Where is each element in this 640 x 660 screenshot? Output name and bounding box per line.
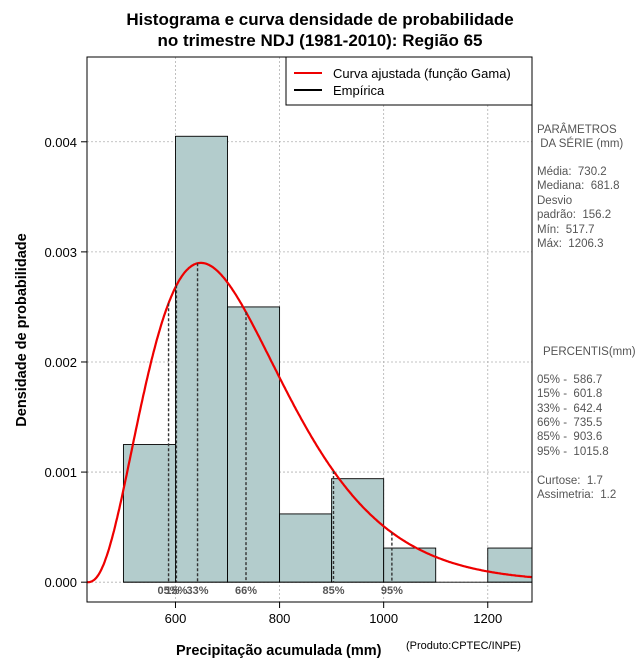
percentile-label: 15% (165, 585, 187, 597)
x-tick-label: 800 (269, 611, 291, 626)
y-axis-label: Densidade de probabilidade (14, 233, 30, 426)
x-tick-label: 600 (165, 611, 187, 626)
credit-text: (Produto:CPTEC/INPE) (406, 640, 521, 652)
x-axis-label: Precipitação acumulada (mm) (176, 643, 382, 659)
percentil-95: 95% - 1015.8 (537, 446, 609, 458)
percentile-label: 66% (235, 585, 257, 597)
percentil-33: 33% - 642.4 (537, 403, 603, 415)
y-tick-label: 0.001 (44, 465, 77, 480)
stats-header2: DA SÉRIE (mm) (537, 138, 624, 150)
stats-media: Média: 730.2 (537, 166, 607, 178)
histogram-bar (122, 444, 176, 583)
percentile-label: 33% (187, 585, 209, 597)
assimetria: Assimetria: 1.2 (537, 489, 617, 501)
histogram-bar (227, 306, 281, 583)
fitted-gamma-curve (87, 261, 532, 584)
percentil-66: 66% - 735.5 (537, 417, 603, 429)
chart-title-line2: no trimestre NDJ (1981-2010): Região 65 (157, 31, 483, 50)
percentile-label: 95% (381, 585, 403, 597)
x-tick-label: 1000 (369, 611, 398, 626)
percentil-15: 15% - 601.8 (537, 388, 603, 400)
stats-desvio1: Desvio (537, 195, 573, 207)
stats-desvio2: padrão: 156.2 (537, 209, 612, 221)
histogram-bar (279, 513, 333, 583)
percentil-05: 05% - 586.7 (537, 374, 603, 386)
x-tick-label: 1200 (473, 611, 502, 626)
percentis-header: PERCENTIS(mm) (543, 346, 636, 358)
legend-curve-label: Curva ajustada (função Gama) (333, 66, 511, 81)
percentile-label: 85% (322, 585, 344, 597)
chart-title-line1: Histograma e curva densidade de probabil… (126, 10, 514, 29)
stats-mediana: Mediana: 681.8 (537, 180, 620, 192)
y-tick-label: 0.002 (44, 355, 77, 370)
histogram-bar (175, 135, 228, 583)
y-tick-label: 0.003 (44, 245, 77, 260)
y-tick-label: 0.004 (44, 135, 77, 150)
stats-header1: PARÂMETROS (537, 124, 617, 136)
legend-empirical-label: Empírica (333, 83, 385, 98)
stats-min: Mín: 517.7 (537, 224, 595, 236)
legend: Curva ajustada (função Gama) Empírica (285, 56, 533, 106)
y-tick-label: 0.000 (44, 575, 77, 590)
histogram-bar (331, 478, 385, 583)
curtose: Curtose: 1.7 (537, 475, 603, 487)
percentile-label: 05% (158, 585, 180, 597)
stats-max: Máx: 1206.3 (537, 238, 604, 250)
percentil-85: 85% - 903.6 (537, 431, 603, 443)
